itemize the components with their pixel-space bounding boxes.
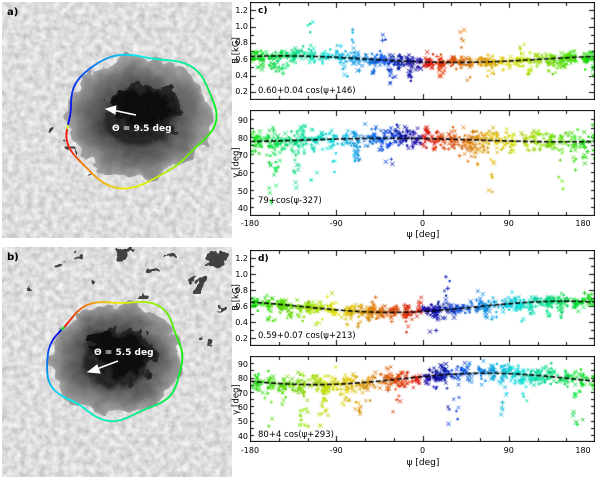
ytick-label: 60: [237, 169, 248, 179]
contour-segment: [147, 178, 155, 183]
pore: [51, 128, 57, 132]
contour-segment: [107, 184, 115, 189]
pore: [29, 285, 35, 289]
xtick-label: -90: [329, 219, 343, 228]
panel-label-a: a): [7, 7, 18, 18]
ytick-label: 80: [237, 374, 248, 384]
pore: [75, 253, 85, 259]
xtick-label: -180: [240, 219, 260, 228]
ytick-label: 0.6: [235, 54, 248, 64]
contour-segment: [102, 181, 110, 187]
contour-segment: [168, 59, 176, 62]
panel-c-field-strength-plot: [250, 2, 595, 100]
contour-segment: [179, 61, 187, 65]
contour-segment: [113, 186, 121, 190]
sunspot-image-b: Θ = 5.5 deg b): [2, 247, 232, 477]
sunspot-image-a: Θ = 9.5 deg a): [2, 2, 232, 238]
contour-segment: [173, 60, 182, 63]
umbra-lobe: [87, 333, 113, 351]
pore: [147, 266, 157, 272]
contour-segment: [131, 54, 139, 57]
xtick-label: 180: [575, 446, 591, 455]
contour-segment: [189, 65, 197, 70]
xtick-label: 0: [419, 219, 426, 228]
fit-annotation-gamma-c: 79+cos(ψ-327): [258, 196, 322, 206]
ytick-label: 40: [237, 204, 248, 214]
ytick-label: 0.4: [235, 71, 248, 80]
panel-d-inclination-plot: [250, 356, 595, 442]
pore: [114, 250, 130, 258]
pore: [61, 140, 67, 144]
contour: [46, 301, 184, 423]
ytick-label: 1.0: [235, 22, 248, 31]
x-axis-label-c: ψ [deg]: [406, 230, 440, 240]
contour-segment: [110, 54, 118, 58]
arrow-icon: [104, 105, 137, 116]
ytick-label: 70: [237, 151, 248, 161]
panel-letter-d: d): [258, 254, 269, 264]
contour-segment: [97, 178, 105, 184]
contour-segment: [146, 301, 154, 305]
ytick-label: 50: [237, 186, 248, 196]
xtick-label: 90: [503, 219, 514, 228]
panel-d-field-strength-plot: [250, 250, 595, 346]
contour-segment: [131, 185, 139, 189]
pore: [220, 304, 228, 310]
ytick-label: 0.4: [235, 317, 248, 327]
pore: [88, 277, 96, 283]
ytick-label: 90: [237, 360, 248, 370]
pore: [138, 293, 146, 297]
ytick-label: 80: [237, 133, 248, 143]
ytick-label: 40: [237, 431, 248, 441]
ytick-label: 0.8: [235, 285, 248, 295]
contour-segment: [162, 58, 170, 62]
contour-segment: [115, 53, 123, 57]
ytick-label: 90: [237, 116, 248, 126]
pore: [202, 339, 212, 345]
pore: [205, 253, 227, 265]
fit-annotation-B-c: 0.60+0.04 cos(ψ+146): [258, 86, 356, 96]
fit-annotation-gamma-d: 80+4 cos(ψ+293): [258, 430, 334, 440]
contour: [65, 53, 218, 190]
ytick-label: 60: [237, 403, 248, 413]
ytick-label: 1.2: [235, 253, 248, 263]
theta-annotation: Θ = 9.5 deg: [112, 124, 172, 134]
pores-b: [29, 250, 228, 345]
x-axis-label-d: ψ [deg]: [406, 458, 440, 468]
panel-letter-c: c): [258, 6, 268, 16]
ytick-label: 0.6: [235, 301, 248, 311]
xtick-label: 0: [419, 446, 426, 455]
ytick-label: 0.8: [235, 38, 248, 48]
panel-c-inclination-plot: [250, 110, 595, 216]
ytick-label: 50: [237, 417, 248, 427]
ytick-label: 1.0: [235, 269, 248, 279]
ytick-label: 70: [237, 388, 248, 398]
panel-label-b: b): [7, 252, 19, 263]
theta-annotation: Θ = 5.5 deg: [94, 348, 154, 358]
xtick-label: -90: [329, 446, 343, 455]
contour-segment: [184, 62, 192, 67]
contour-segment: [93, 174, 100, 181]
ytick-label: 0.2: [235, 87, 248, 97]
pore: [190, 280, 208, 290]
contour-segment: [137, 182, 145, 188]
ytick-label: 0.2: [235, 333, 248, 343]
pore: [51, 261, 63, 269]
contour-segment: [142, 180, 150, 185]
contour-segment: [125, 186, 134, 190]
xtick-label: 90: [503, 446, 514, 455]
arrow-icon: [86, 360, 119, 374]
xtick-label: -180: [240, 446, 260, 455]
fit-annotation-B-d: 0.59+0.07 cos(ψ+213): [258, 331, 356, 341]
ytick-label: 1.2: [235, 5, 248, 15]
xtick-label: 180: [575, 219, 591, 228]
pore: [167, 252, 177, 258]
